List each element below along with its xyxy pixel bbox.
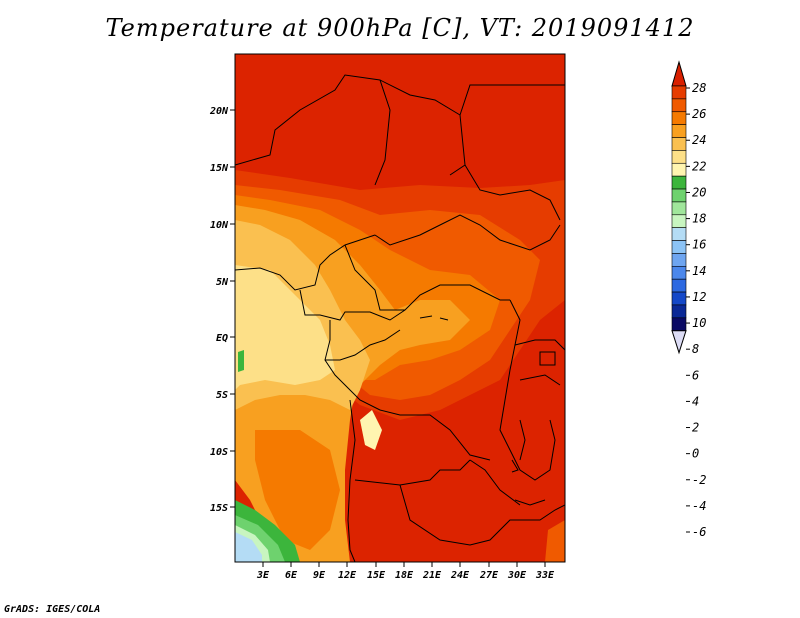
colorbar-label: 10	[692, 316, 706, 330]
colorbar-top-arrow	[671, 60, 687, 87]
colorbar-swatch	[671, 291, 687, 306]
lon-tick-label: 33E	[535, 570, 555, 581]
colorbar-label: 6	[692, 368, 699, 382]
colorbar-swatch	[671, 162, 687, 177]
colorbar-label: 14	[692, 264, 706, 278]
lon-tick-label: 3E	[256, 570, 270, 581]
field-region-16	[235, 265, 335, 390]
lon-axis: 3E 6E 9E 12E 15E 18E 21E 24E 27E 30E 33E	[256, 562, 555, 581]
lat-tick-label: 15S	[210, 503, 228, 514]
field-region-8	[235, 532, 262, 562]
colorbar-swatch	[671, 304, 687, 319]
lat-tick-label: 10N	[210, 220, 229, 231]
colorbar-label: 24	[692, 133, 706, 147]
lon-tick-label: 12E	[338, 570, 357, 581]
colorbar-label: 20	[692, 185, 706, 199]
lon-tick-label: 24E	[450, 570, 470, 581]
colorbar-label: 4	[692, 394, 699, 408]
colorbar-swatch	[671, 188, 687, 203]
colorbar-swatch	[671, 214, 687, 228]
lat-tick-label: 20N	[209, 106, 229, 117]
colorbar-swatch	[671, 98, 687, 113]
colorbar-swatch	[671, 175, 687, 190]
colorbar-label: -6	[692, 525, 706, 539]
colorbar-swatch	[671, 201, 687, 216]
lat-tick-label: 15N	[210, 163, 229, 174]
colorbar-swatch	[671, 227, 687, 241]
lat-tick-label: EQ	[216, 333, 228, 344]
colorbar-label: 26	[692, 107, 706, 121]
chart-title: Temperature at 900hPa [C], VT: 201909141…	[105, 14, 695, 42]
colorbar-label: 22	[692, 159, 706, 173]
temperature-field	[235, 54, 565, 562]
country-borders	[235, 74, 565, 562]
lon-tick-label: 30E	[507, 570, 527, 581]
colorbar-label: 18	[692, 212, 706, 226]
colorbar-label: -2	[692, 473, 706, 487]
lon-tick-label: 6E	[285, 570, 298, 581]
colorbar-swatch	[671, 253, 687, 267]
colorbar-label: 0	[692, 447, 699, 461]
colorbar-label: 16	[692, 238, 706, 252]
lon-tick-label: 15E	[367, 570, 386, 581]
lat-tick-label: 10S	[210, 447, 228, 458]
lon-tick-label: 27E	[479, 570, 499, 581]
map-frame	[234, 53, 566, 563]
colorbar-label: 12	[692, 290, 706, 304]
colorbar-swatch	[671, 150, 687, 164]
colorbar-swatch	[671, 240, 687, 254]
field-region-se-24	[545, 520, 565, 562]
lon-tick-label: 21E	[422, 570, 442, 581]
colorbar-swatch	[671, 124, 687, 138]
colorbar-label: 28	[692, 81, 706, 95]
field-region-16b	[360, 410, 382, 450]
colorbar-bottom-arrow	[671, 330, 687, 355]
field-region-south-22	[255, 430, 340, 550]
lat-tick-label: 5N	[216, 277, 229, 288]
field-region-west-green	[238, 350, 244, 372]
lon-tick-label: 18E	[395, 570, 414, 581]
lat-tick-label: 5S	[216, 390, 228, 401]
colorbar-label: 2	[692, 421, 699, 435]
colorbar-swatch	[671, 317, 687, 332]
credit-label: GrADS: IGES/COLA	[4, 604, 101, 615]
colorbar-swatch	[671, 266, 687, 280]
colorbar-label: 8	[692, 342, 699, 356]
colorbar-swatch	[671, 137, 687, 151]
colorbar-swatch	[671, 85, 687, 100]
lat-axis: 20N 15N 10N 5N EQ 5S 10S 15S	[209, 106, 235, 514]
colorbar-label: -4	[692, 499, 706, 513]
lon-tick-label: 9E	[313, 570, 326, 581]
colorbar-swatch	[671, 278, 687, 293]
colorbar-swatch	[671, 111, 687, 125]
